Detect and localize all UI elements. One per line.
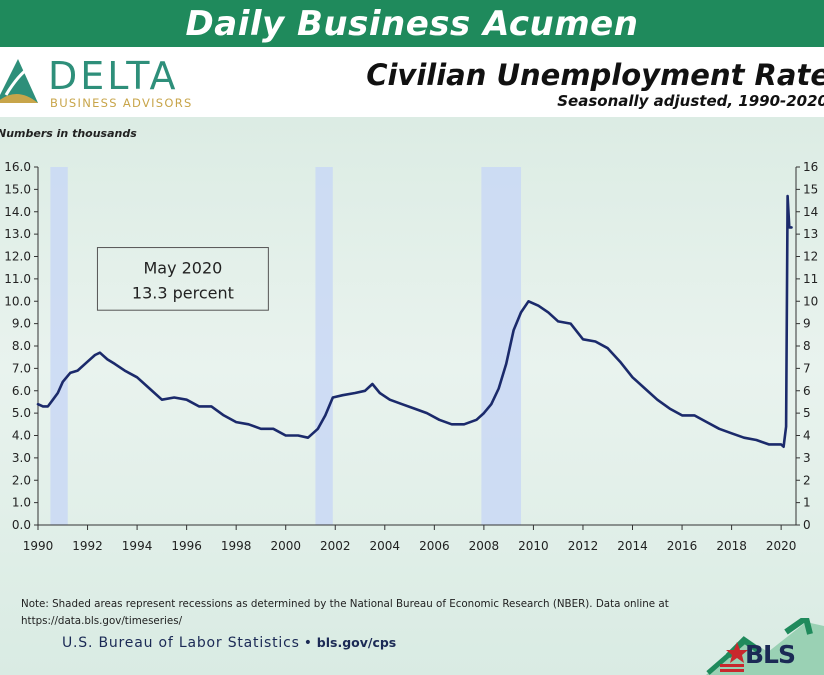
y-right-tick-label: 14	[803, 205, 818, 219]
y-right-tick-label: 13	[803, 227, 818, 241]
y-tick-label: 16.0	[4, 160, 31, 174]
recession-band	[315, 167, 333, 525]
y-right-tick-label: 15	[803, 182, 818, 196]
y-right-tick-label: 2	[803, 473, 811, 487]
x-tick-label: 2012	[568, 539, 599, 553]
y-tick-label: 5.0	[12, 406, 31, 420]
y-right-tick-label: 7	[803, 361, 811, 375]
y-right-tick-label: 11	[803, 272, 818, 286]
x-tick-label: 2000	[270, 539, 301, 553]
y-tick-label: 10.0	[4, 294, 31, 308]
chart-title: Civilian Unemployment Rate	[366, 58, 824, 92]
x-tick-label: 1992	[72, 539, 103, 553]
x-tick-label: 2018	[716, 539, 747, 553]
y-right-tick-label: 10	[803, 294, 818, 308]
y-right-tick-label: 1	[803, 496, 811, 510]
bls-logo-text: BLS	[745, 640, 796, 669]
x-tick-label: 2014	[617, 539, 648, 553]
banner: Daily Business Acumen	[0, 0, 824, 47]
agency-url: bls.gov/cps	[316, 635, 397, 650]
x-tick-label: 2010	[518, 539, 549, 553]
y-right-tick-label: 5	[803, 406, 811, 420]
x-tick-label: 1996	[171, 539, 202, 553]
bls-logo-graphic	[706, 618, 824, 675]
annotation-text: May 2020	[143, 259, 222, 278]
x-tick-label: 2008	[469, 539, 500, 553]
x-tick-label: 2004	[370, 539, 401, 553]
y-right-tick-label: 3	[803, 451, 811, 465]
separator-dot: •	[303, 635, 313, 651]
y-right-tick-label: 9	[803, 317, 811, 331]
delta-logo-icon	[0, 59, 38, 103]
y-right-tick-label: 8	[803, 339, 811, 353]
y-tick-label: 3.0	[12, 451, 31, 465]
header-band	[0, 47, 824, 117]
units-label: Numbers in thousands	[0, 127, 137, 140]
y-tick-label: 15.0	[4, 182, 31, 196]
y-right-tick-label: 6	[803, 384, 811, 398]
delta-logo: DELTA BUSINESS ADVISORS	[0, 55, 200, 113]
unemployment-rate-line	[36, 194, 793, 449]
y-right-tick-label: 12	[803, 250, 818, 264]
x-tick-label: 1998	[221, 539, 252, 553]
logo-wordmark: DELTA	[48, 54, 179, 98]
annotation-box	[96, 247, 269, 311]
recession-band	[481, 167, 522, 525]
y-tick-label: 0.0	[12, 518, 31, 532]
y-tick-label: 7.0	[12, 361, 31, 375]
y-tick-label: 9.0	[12, 317, 31, 331]
y-right-tick-label: 16	[803, 160, 818, 174]
footnote: Note: Shaded areas represent recessions …	[21, 598, 669, 627]
recession-band	[50, 167, 68, 525]
x-tick-label: 1990	[23, 539, 54, 553]
y-right-tick-label: 0	[803, 518, 811, 532]
chart-background	[0, 117, 824, 675]
y-tick-label: 2.0	[12, 473, 31, 487]
y-right-tick-label: 4	[803, 429, 811, 443]
agency-name: U.S. Bureau of Labor Statistics	[62, 635, 300, 651]
x-tick-label: 2002	[320, 539, 351, 553]
y-tick-label: 8.0	[12, 339, 31, 353]
y-tick-label: 13.0	[4, 227, 31, 241]
x-tick-label: 1994	[122, 539, 153, 553]
x-tick-label: 2006	[419, 539, 450, 553]
y-tick-label: 6.0	[12, 384, 31, 398]
y-tick-label: 1.0	[12, 496, 31, 510]
y-tick-label: 14.0	[4, 205, 31, 219]
annotation-text: 13.3 percent	[132, 284, 234, 303]
y-tick-label: 11.0	[4, 272, 31, 286]
x-tick-label: 2016	[667, 539, 698, 553]
agency-credit: U.S. Bureau of Labor Statistics • bls.gov/…	[62, 635, 396, 651]
chart-subtitle: Seasonally adjusted, 1990-2020	[557, 92, 824, 110]
logo-subtitle: BUSINESS ADVISORS	[50, 96, 193, 110]
x-tick-label: 2020	[766, 539, 797, 553]
y-tick-label: 12.0	[4, 250, 31, 264]
y-tick-label: 4.0	[12, 429, 31, 443]
banner-title: Daily Business Acumen	[185, 3, 639, 44]
